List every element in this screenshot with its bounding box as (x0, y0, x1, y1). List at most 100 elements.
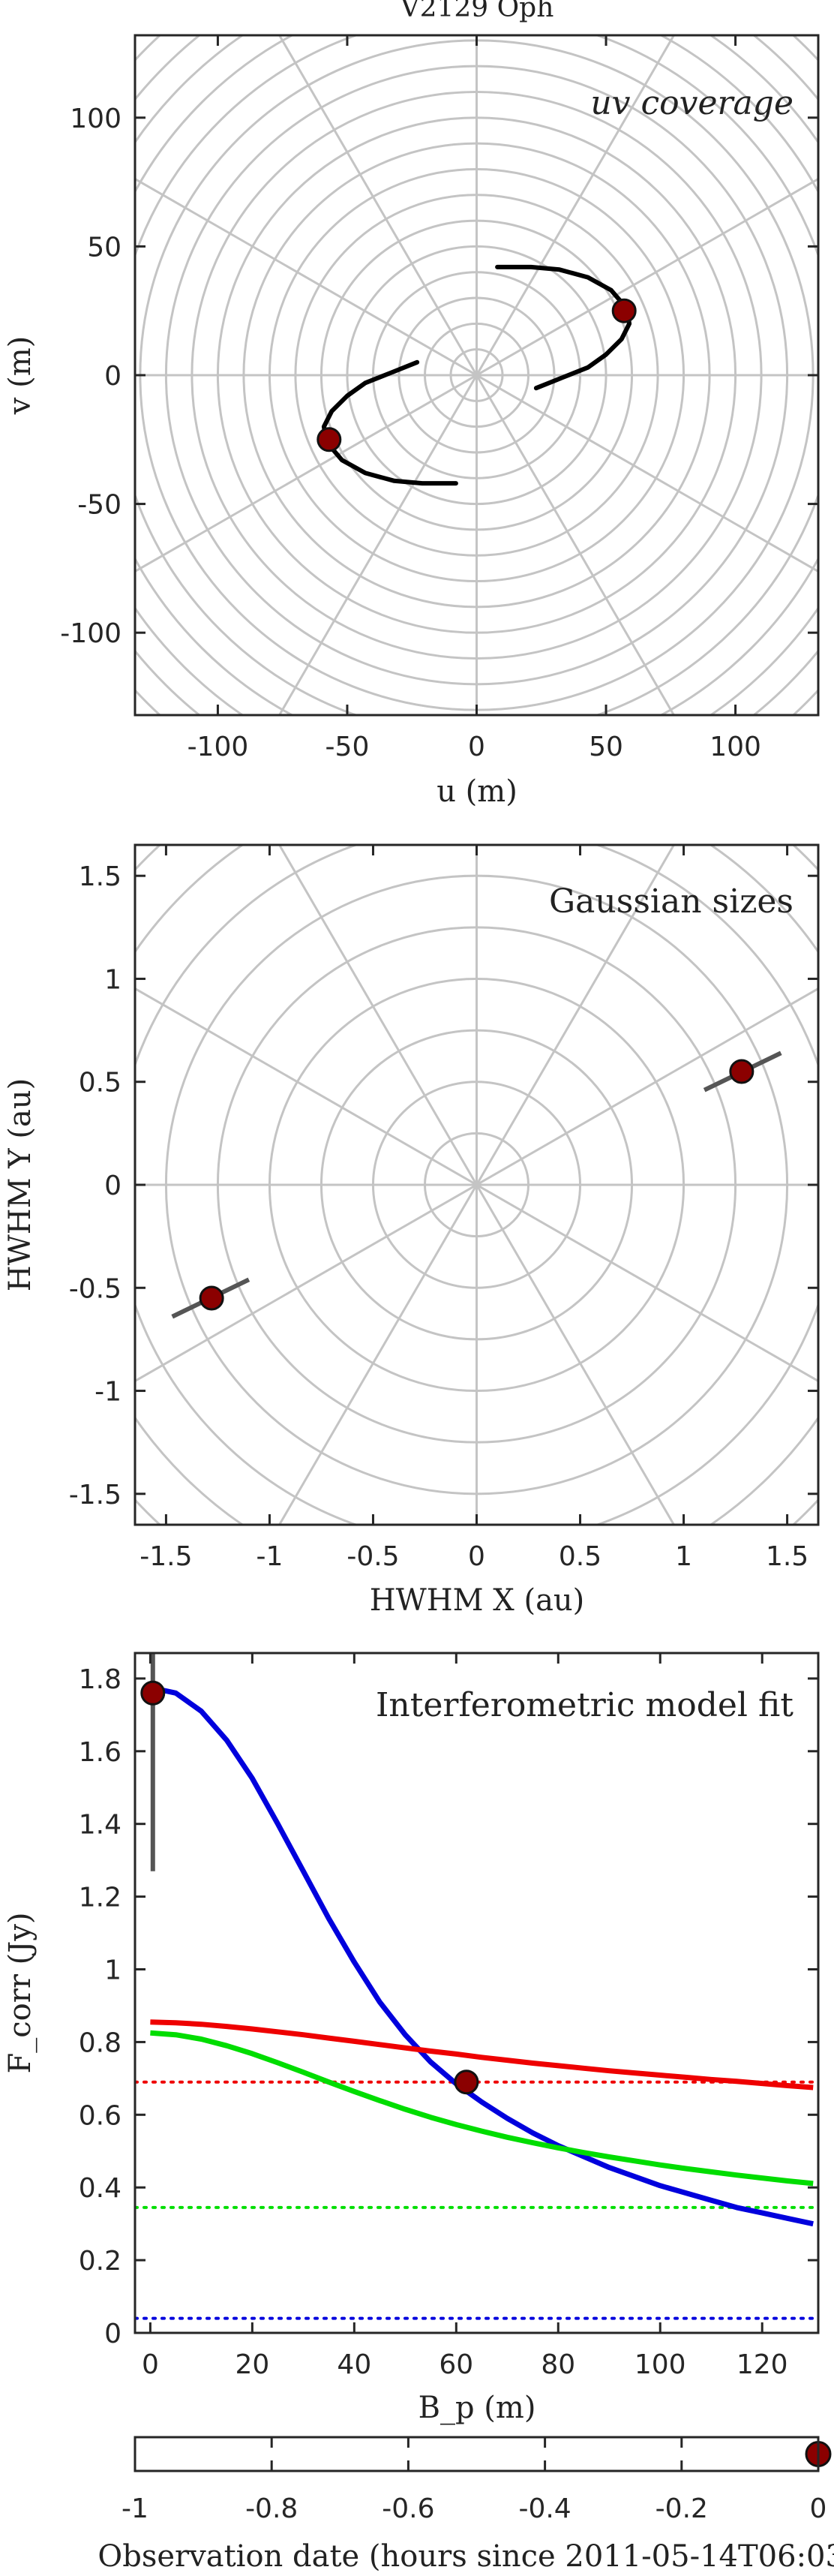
sizes-x-tick-label: 1 (675, 1541, 692, 1572)
sizes-grid-spoke (476, 1184, 676, 1525)
fit-annotation: Interferometric model fit (376, 1686, 794, 1724)
fit-x-tick-label: 0 (142, 2349, 159, 2380)
sizes-data-point (729, 1059, 754, 1084)
fit-x-tick-label: 80 (541, 2349, 575, 2380)
uv-grid-spoke (135, 374, 478, 573)
sizes-grid-spoke (476, 1183, 818, 1383)
fit-y-tick-label: 0 (104, 2319, 122, 2349)
fit-y-tick-label: 1 (104, 1955, 122, 1986)
fit-y-tick-label: 1.8 (79, 1664, 122, 1695)
uv-x-tick-label: 50 (589, 732, 623, 762)
sizes-y-tick-label: -1.5 (69, 1480, 122, 1510)
fit-x-tick-label: 120 (736, 2349, 788, 2380)
uv-x-axis-label: u (m) (436, 774, 518, 809)
fit-x-tick-label: 20 (235, 2349, 269, 2380)
uv-data-point (611, 298, 637, 323)
fit-y-tick-label: 1.4 (79, 1810, 122, 1841)
uv-y-tick-label: 0 (104, 361, 122, 392)
uv-y-tick-label: -50 (77, 490, 122, 521)
sizes-polar-grid (135, 845, 818, 1525)
fit-y-tick-label: 0.8 (79, 2027, 122, 2058)
fit-y-axis-label: F_corr (Jy) (3, 1912, 38, 2073)
uv-track-line (321, 359, 458, 486)
uv-grid-spoke (278, 374, 478, 715)
sizes-grid-spoke (135, 1183, 478, 1383)
sizes-y-tick-label: -1 (94, 1377, 122, 1408)
uv-grid-spoke (476, 374, 818, 573)
sizes-y-tick-label: 1.5 (79, 861, 122, 892)
sizes-grid-spoke (135, 987, 478, 1186)
fit-x-tick-label: 100 (634, 2349, 686, 2380)
fit-y-tick-label: 0.6 (79, 2100, 122, 2131)
uv-grid-spoke (476, 374, 676, 715)
fit-axes-box (134, 1652, 820, 2334)
fit-y-tick-label: 0.2 (79, 2246, 122, 2277)
uv-grid-spoke (278, 35, 478, 376)
fit-model-line (150, 2030, 814, 2187)
sizes-grid-spoke (476, 845, 676, 1186)
sizes-x-tick-label: -1.5 (140, 1541, 192, 1572)
uv-data-point (316, 427, 342, 452)
fit-x-axis-label: B_p (m) (418, 2391, 536, 2425)
uv-coverage-chart: -100 -50 0 50 100 -100 -50 0 50 100 uv coverage u… (3, 34, 820, 809)
uv-annotation: uv coverage (590, 84, 794, 122)
sizes-x-tick-label: 0.5 (559, 1541, 602, 1572)
uv-marks (316, 264, 637, 486)
fit-model-line (149, 1685, 814, 2227)
sizes-y-tick-label: 1 (104, 964, 122, 995)
time-ticks: -1 -0.8 -0.6 -0.4 -0.2 0 (122, 2437, 826, 2524)
time-x-tick-label: -0.8 (245, 2493, 298, 2524)
sizes-x-tick-label: 1.5 (766, 1541, 808, 1572)
fit-y-tick-label: 0.4 (79, 2173, 122, 2204)
uv-grid-spoke (476, 177, 818, 377)
sizes-x-tick-label: -0.5 (346, 1541, 399, 1572)
sizes-y-tick-label: 0.5 (79, 1068, 122, 1099)
sizes-grid-spoke (476, 987, 818, 1186)
time-x-tick-label: -1 (122, 2493, 148, 2524)
sizes-annotation: Gaussian sizes (549, 882, 794, 921)
gaussian-sizes-chart: -1.5 -1 -0.5 0 0.5 1 1.5 -1.5 -1 -0.5 0 0.5 1 1.5 Gau… (3, 843, 820, 1618)
observation-time-axis: -1 -0.8 -0.6 -0.4 -0.2 0 Observation date (ho… (98, 2436, 834, 2574)
uv-y-tick-label: 50 (87, 232, 122, 263)
sizes-data-point (199, 1285, 224, 1311)
sizes-marks (171, 1051, 782, 1319)
sizes-ticks: -1.5 -1 -0.5 0 0.5 1 1.5 -1.5 -1 -0.5 0 0.5 1 1.5 (69, 845, 818, 1572)
uv-grid-spoke (135, 177, 478, 377)
uv-y-tick-label: 100 (70, 104, 122, 134)
uv-x-tick-label: 0 (468, 732, 485, 762)
sizes-x-axis-label: HWHM X (au) (370, 1583, 585, 1618)
uv-x-tick-label: 100 (710, 732, 761, 762)
uv-y-axis-label: v (m) (3, 336, 38, 415)
fit-data-point (454, 2070, 479, 2095)
uv-y-tick-label: -100 (60, 618, 122, 649)
time-x-tick-label: -0.2 (656, 2493, 708, 2524)
time-x-tick-label: 0 (810, 2493, 827, 2524)
fit-plot-area (135, 1653, 818, 2320)
sizes-grid-spoke (278, 1184, 478, 1525)
sizes-x-tick-label: -1 (256, 1541, 283, 1572)
fit-y-tick-label: 1.2 (79, 1883, 122, 1913)
fit-y-tick-label: 1.6 (79, 1737, 122, 1768)
fit-ticks: 0 20 40 60 80 100 120 0 0.2 0.4 0.6 0.8 1 1.2 1.4 1.6 1.… (79, 1653, 818, 2380)
sizes-x-tick-label: 0 (468, 1541, 485, 1572)
time-x-axis-label: Observation date (hours since 2011-05-14… (98, 2539, 834, 2574)
fit-x-tick-label: 60 (439, 2349, 473, 2380)
sizes-y-axis-label: HWHM Y (au) (3, 1078, 38, 1292)
model-fit-chart: 0 20 40 60 80 100 120 0 0.2 0.4 0.6 0.8 1 1.2 1.4 1.6 1.… (3, 1652, 820, 2425)
fit-data-point (140, 1680, 166, 1706)
time-axes-box (134, 2436, 820, 2472)
uv-ticks: -100 -50 0 50 100 -100 -50 0 50 100 (60, 35, 818, 762)
sizes-grid-spoke (278, 845, 478, 1186)
uv-polar-grid (135, 35, 818, 715)
sizes-y-tick-label: -0.5 (69, 1273, 122, 1304)
uv-track-line (495, 264, 632, 391)
sizes-y-tick-label: 0 (104, 1171, 122, 1201)
uv-x-tick-label: -50 (326, 732, 370, 762)
fit-x-tick-label: 40 (337, 2349, 371, 2380)
time-x-tick-label: -0.6 (382, 2493, 434, 2524)
uv-grid-spoke (476, 35, 676, 376)
time-x-tick-label: -0.4 (518, 2493, 571, 2524)
fit-model-line (150, 2019, 814, 2091)
uv-x-tick-label: -100 (188, 732, 249, 762)
